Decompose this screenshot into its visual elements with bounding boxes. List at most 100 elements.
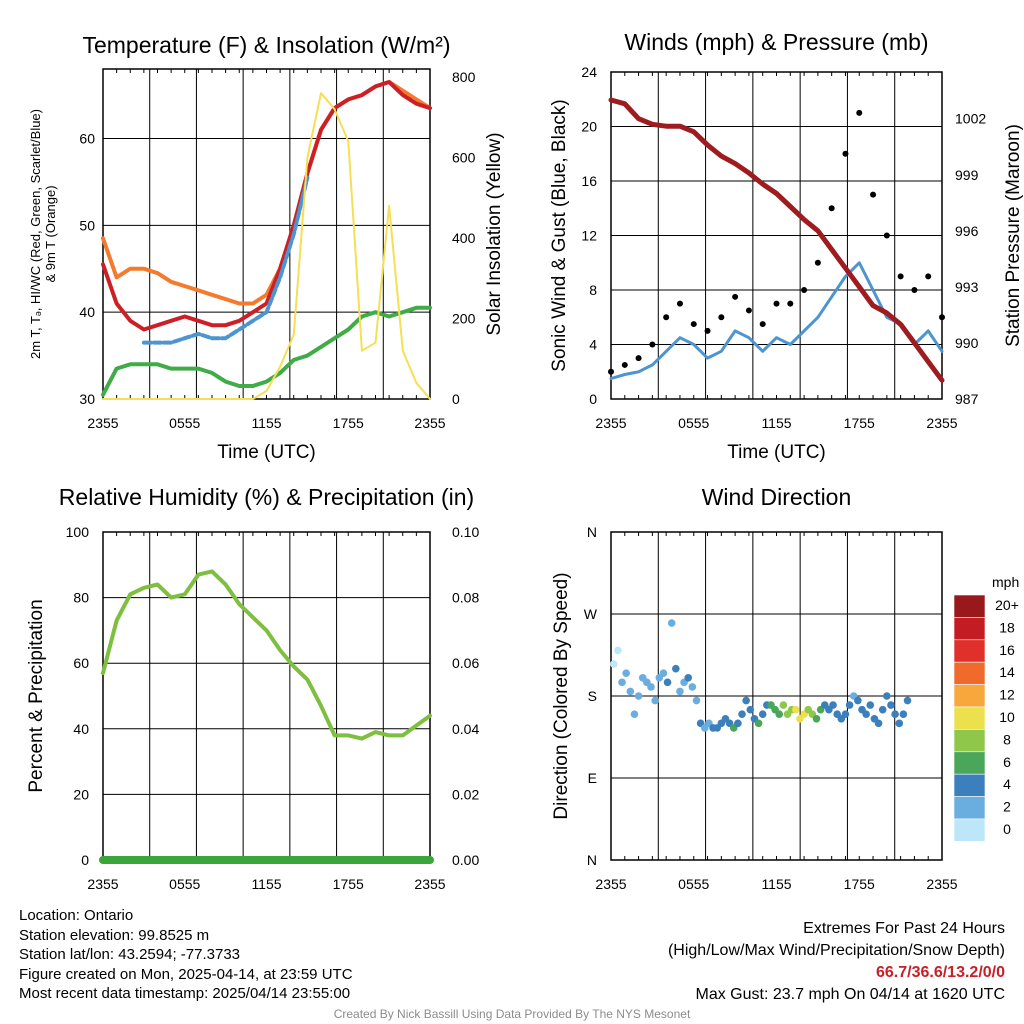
colorbar-swatch [953,751,986,775]
gust-point [842,150,849,157]
direction-point [734,719,742,728]
colorbar-label: 16 [999,642,1015,658]
direction-point [663,678,672,687]
y-tick-label: 16 [581,173,597,189]
y2-tick-label: 0.06 [452,655,479,671]
direction-point [866,701,875,709]
station-location: Location: Ontario [19,907,134,924]
y-tick-label: 20 [581,119,597,135]
colorbar-swatch [953,661,986,685]
direction-point [754,719,763,728]
colorbar-label: 12 [999,687,1015,703]
panel-title: Wind Direction [702,484,852,510]
y-tick-label: 20 [73,786,89,802]
x-tick-label: 0555 [169,415,200,431]
gust-point [828,205,835,212]
direction-point [618,678,626,687]
y-axis-label: Sonic Wind & Gust (Blue, Black) [549,99,570,371]
direction-point [614,646,622,655]
x-tick-label: 2355 [926,876,957,892]
y2-tick-label: 996 [955,223,979,239]
temp-9m-series [101,80,432,306]
y2-tick-label: 0.10 [452,524,479,540]
x-tick-label: 1755 [333,876,364,892]
y-tick-label: 24 [581,64,597,80]
y-tick-label: 40 [79,304,95,320]
direction-point [891,710,899,719]
colorbar-label: 0 [1003,821,1011,837]
direction-point [883,692,891,700]
direction-point [812,714,821,723]
direction-point [887,701,895,709]
colorbar-label: 18 [999,619,1015,635]
direction-point [626,687,635,696]
humidity-series [101,569,432,741]
gust-point [787,300,794,307]
x-tick-label: 0555 [169,876,200,892]
gust-point [718,314,725,321]
x-tick-label: 0555 [678,876,709,892]
y2-tick-label: 200 [452,311,476,327]
y-axis-label: Direction (Colored By Speed) [551,572,572,819]
gust-point [870,191,877,198]
direction-point [895,719,904,728]
gust-point [745,307,752,314]
direction-point [684,673,693,682]
gust-point [897,273,904,280]
gust-point [690,321,697,328]
direction-point [742,696,750,705]
gust-point [704,327,711,334]
direction-point [692,696,701,705]
y-tick-label: 60 [79,130,95,146]
x-tick-label: 2355 [87,876,118,892]
y-tick-label: 100 [66,524,90,540]
colorbar-swatch [953,818,986,842]
y2-tick-label: 0.08 [452,590,479,606]
colorbar-label: 8 [1003,731,1011,747]
y2-tick-label: 800 [452,69,476,85]
x-axis-label: Time (UTC) [727,442,826,463]
y-tick-label: 80 [73,590,89,606]
direction-point [672,664,680,673]
insolation-series [102,92,431,400]
x-tick-label: 2355 [595,415,626,431]
x-tick-label: 2355 [926,415,957,431]
y-tick-label: 30 [79,391,95,407]
direction-point [899,710,908,719]
direction-point [647,683,655,691]
x-axis-label: Time (UTC) [217,442,316,463]
y-axis-label: Percent & Precipitation [26,599,47,792]
gust-point [732,293,739,300]
y-tick-label: W [584,606,598,622]
station-info: Location: Ontario Station elevation: 99.… [19,906,353,1004]
y2-tick-label: 993 [955,279,979,295]
direction-point [758,710,767,719]
direction-point [688,683,697,691]
gust-point [773,300,780,307]
extremes-title: Extremes For Past 24 Hours [803,920,1005,937]
max-gust: Max Gust: 23.7 mph On 04/14 at 1620 UTC [695,986,1006,1003]
x-tick-label: 1755 [333,415,364,431]
extremes-subtitle: (High/Low/Max Wind/Precipitation/Snow De… [667,942,1005,959]
recent-timestamp: Most recent data timestamp: 2025/04/14 2… [19,985,351,1002]
x-tick-label: 2355 [414,415,445,431]
x-tick-label: 2355 [414,876,445,892]
direction-point [792,705,800,714]
sonic-wind-series [609,261,944,381]
y-tick-label: 40 [73,721,89,737]
direction-point [841,710,850,719]
y2-axis-label: Station Pressure (Maroon) [1003,124,1024,347]
gust-point [801,287,808,293]
y-tick-label: 0 [589,391,597,407]
direction-point [634,692,643,700]
y2-tick-label: 400 [452,230,476,246]
gust-point [925,273,932,280]
y-tick-label: 50 [79,217,95,233]
x-tick-label: 1755 [844,876,875,892]
colorbar-swatch [953,639,986,663]
gust-point [856,109,863,116]
colorbar-swatch [953,729,986,753]
direction-point [622,669,630,678]
colorbar-label: 14 [999,664,1015,680]
y-axis-label: 2m T, Tₔ, HI/WC (Red, Green, Scarlet/Blu… [28,109,43,359]
